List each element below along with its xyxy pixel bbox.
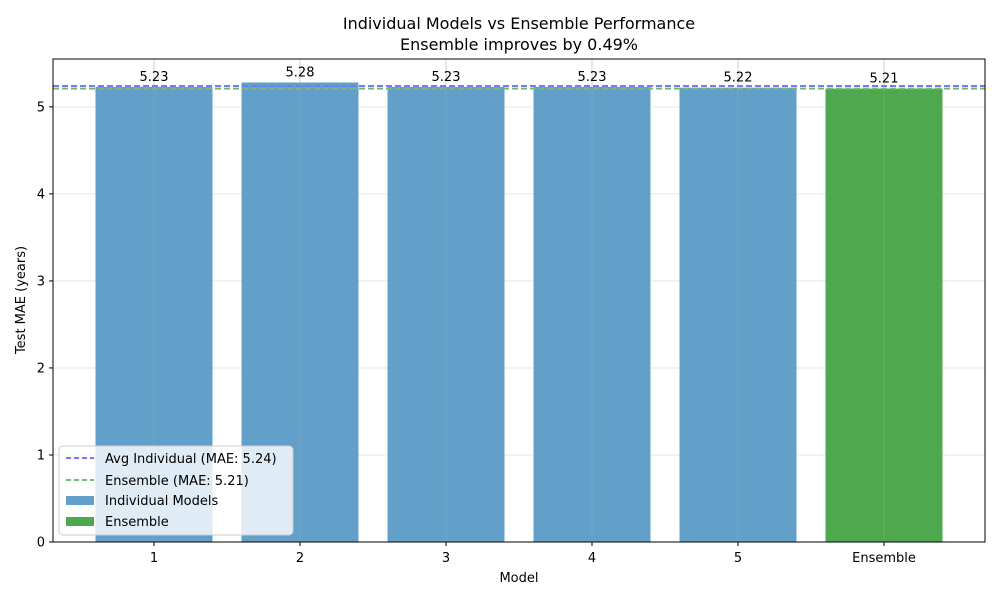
value-label: 5.23 — [140, 70, 169, 85]
legend-ensemble-label: Ensemble — [105, 515, 169, 530]
y-tick-label: 3 — [37, 274, 45, 289]
x-tick-label: 2 — [296, 551, 304, 566]
y-tick-label: 4 — [37, 187, 45, 202]
value-labels: 5.23 5.28 5.23 5.23 5.22 5.21 — [140, 65, 899, 86]
legend-individual-swatch — [66, 496, 94, 505]
y-axis-ticks: 0 1 2 3 4 5 — [37, 100, 53, 551]
legend-ensemble-swatch — [66, 517, 94, 526]
legend-box — [58, 445, 294, 536]
legend: Avg Individual (MAE: 5.24) Ensemble (MAE… — [58, 445, 294, 536]
reference-lines — [53, 84, 985, 90]
value-label: 5.23 — [578, 70, 607, 85]
x-tick-label: 1 — [150, 551, 158, 566]
value-label: 5.23 — [432, 70, 461, 85]
legend-ensemble-line-label: Ensemble (MAE: 5.21) — [105, 474, 249, 489]
y-tick-label: 2 — [37, 361, 45, 376]
bar-model-3 — [387, 86, 505, 543]
y-tick-label: 0 — [37, 536, 45, 551]
x-axis-label: Model — [499, 571, 538, 586]
x-axis-ticks: 1 2 3 4 5 Ensemble — [150, 542, 916, 566]
chart-title: Individual Models vs Ensemble Performanc… — [343, 14, 695, 33]
x-tick-label: 4 — [588, 551, 596, 566]
legend-avg-individual-label: Avg Individual (MAE: 5.24) — [105, 452, 277, 467]
y-axis-label: Test MAE (years) — [14, 246, 29, 355]
y-tick-label: 1 — [37, 448, 45, 463]
legend-individual-models-label: Individual Models — [105, 494, 218, 509]
value-label: 5.22 — [724, 71, 753, 86]
value-label: 5.28 — [286, 65, 315, 80]
plot-frame — [52, 58, 986, 543]
bar-ensemble — [825, 88, 943, 543]
chart-subtitle: Ensemble improves by 0.49% — [400, 35, 638, 54]
x-tick-label: 3 — [442, 551, 450, 566]
bars — [95, 59, 943, 543]
x-tick-label: Ensemble — [852, 551, 916, 566]
x-tick-label: 5 — [734, 551, 742, 566]
value-label: 5.21 — [870, 72, 899, 87]
bar-model-4 — [533, 86, 651, 543]
y-tick-label: 5 — [37, 100, 45, 115]
bar-model-5 — [679, 87, 797, 542]
